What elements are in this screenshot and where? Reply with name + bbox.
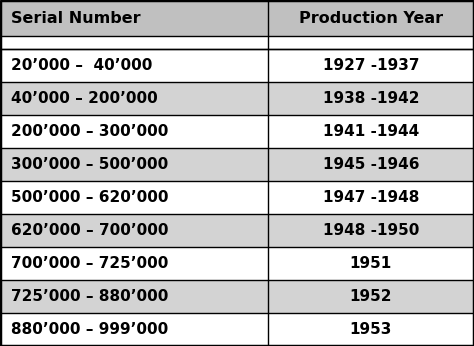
Bar xyxy=(0,82,268,115)
Text: 1953: 1953 xyxy=(350,322,392,337)
Text: 1948 -1950: 1948 -1950 xyxy=(323,223,419,238)
Text: 1945 -1946: 1945 -1946 xyxy=(323,157,419,172)
Bar xyxy=(268,82,474,115)
Bar xyxy=(268,49,474,82)
Text: 880’000 – 999’000: 880’000 – 999’000 xyxy=(11,322,168,337)
Bar xyxy=(0,247,268,280)
Text: 1947 -1948: 1947 -1948 xyxy=(323,190,419,205)
Bar xyxy=(268,280,474,313)
Bar xyxy=(0,148,268,181)
Bar xyxy=(0,115,268,148)
Text: 300’000 – 500’000: 300’000 – 500’000 xyxy=(11,157,168,172)
Bar xyxy=(268,313,474,346)
Bar xyxy=(268,148,474,181)
Bar xyxy=(268,214,474,247)
Bar xyxy=(268,115,474,148)
Text: 1951: 1951 xyxy=(350,256,392,271)
Text: 20’000 –  40’000: 20’000 – 40’000 xyxy=(11,58,152,73)
Text: 620’000 – 700’000: 620’000 – 700’000 xyxy=(11,223,168,238)
Bar xyxy=(268,36,474,49)
Text: 1927 -1937: 1927 -1937 xyxy=(323,58,419,73)
Text: 700’000 – 725’000: 700’000 – 725’000 xyxy=(11,256,168,271)
Bar xyxy=(0,181,268,214)
Bar xyxy=(0,36,268,49)
Text: Production Year: Production Year xyxy=(299,11,443,26)
Text: 1952: 1952 xyxy=(350,289,392,304)
Bar xyxy=(0,49,268,82)
Text: 1938 -1942: 1938 -1942 xyxy=(323,91,419,107)
Bar xyxy=(0,0,268,36)
Text: Serial Number: Serial Number xyxy=(11,11,140,26)
Text: 200’000 – 300’000: 200’000 – 300’000 xyxy=(11,124,168,139)
Bar xyxy=(0,280,268,313)
Text: 725’000 – 880’000: 725’000 – 880’000 xyxy=(11,289,168,304)
Text: 1941 -1944: 1941 -1944 xyxy=(323,124,419,139)
Bar xyxy=(0,214,268,247)
Bar xyxy=(268,0,474,36)
Text: 40’000 – 200’000: 40’000 – 200’000 xyxy=(11,91,157,107)
Bar xyxy=(268,247,474,280)
Bar xyxy=(268,181,474,214)
Text: 500’000 – 620’000: 500’000 – 620’000 xyxy=(11,190,168,205)
Bar xyxy=(0,313,268,346)
